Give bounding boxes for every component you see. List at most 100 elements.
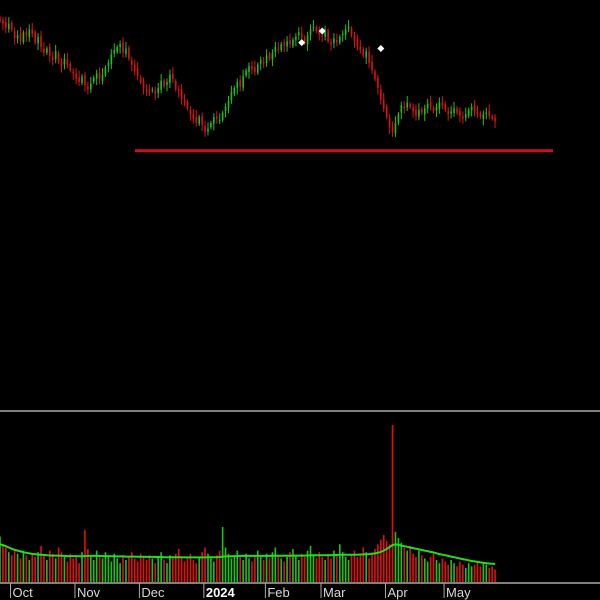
candle-body (110, 54, 113, 64)
volume-bar (297, 560, 300, 582)
candle-body (339, 36, 341, 43)
candle-body (303, 37, 306, 43)
volume-ma-group (0, 543, 496, 566)
volume-bar (374, 549, 376, 582)
volume-bar (227, 553, 230, 582)
candle-body (204, 126, 206, 132)
candle-body (125, 48, 127, 54)
candle-body (274, 47, 277, 53)
candle-body (157, 87, 159, 93)
volume-bar (265, 553, 268, 582)
candle-body (151, 89, 154, 91)
volume-bar (418, 550, 420, 582)
candle-body (385, 106, 388, 118)
candle-body (441, 102, 444, 106)
volume-bar (315, 558, 318, 582)
candle-body (268, 54, 271, 59)
volume-bar (391, 425, 394, 582)
candle-body (306, 35, 309, 45)
candle-body (230, 92, 233, 101)
price-panel (0, 15, 496, 138)
candle-body (22, 32, 25, 43)
volume-bar (362, 547, 365, 582)
volume-bar (57, 547, 60, 582)
volume-bar (210, 558, 212, 582)
volume-bar (327, 553, 329, 582)
volume-bar (423, 558, 426, 582)
volume-bar (371, 553, 373, 582)
candle-body (462, 116, 464, 119)
candle-body (136, 68, 139, 77)
candle-body (280, 44, 283, 50)
time-tick-label: Nov (77, 585, 101, 600)
volume-bar (268, 558, 271, 582)
candle-body (353, 35, 356, 42)
volume-bar (25, 555, 28, 582)
candle-body (426, 103, 429, 109)
volume-bar (177, 549, 180, 582)
signal-marker (298, 39, 306, 47)
volume-bar (347, 560, 350, 582)
candle-body (40, 35, 42, 48)
candle-body (183, 100, 186, 103)
volume-bar (365, 552, 367, 582)
volume-bar (189, 553, 192, 582)
volume-bar (306, 550, 309, 582)
candle-body (488, 110, 491, 116)
volume-bar (136, 561, 139, 582)
volume-bar (415, 556, 417, 582)
signal-marker (318, 27, 326, 35)
candle-body (312, 26, 315, 28)
volume-bar (43, 555, 45, 582)
candle-body (189, 110, 192, 115)
volume-bar (309, 545, 312, 582)
volume-bar (488, 567, 491, 582)
candle-body (333, 38, 335, 44)
volume-bar (63, 556, 66, 582)
candle-body (324, 32, 326, 37)
volume-bar (98, 555, 101, 582)
volume-bar (186, 558, 189, 582)
volume-bar (2, 544, 4, 582)
volume-bar (412, 553, 414, 582)
volume-bar (207, 553, 209, 582)
candle-body (90, 83, 92, 90)
volume-bar (450, 560, 452, 582)
volume-bar (78, 563, 80, 582)
candle-body (10, 22, 13, 30)
candle-body (251, 66, 253, 69)
volume-bar (283, 561, 285, 582)
candle-body (227, 101, 230, 108)
candle-body (374, 71, 376, 80)
candle-body (459, 110, 461, 116)
candle-body (16, 35, 19, 39)
candle-body (438, 102, 441, 109)
candle-body (242, 76, 244, 88)
volume-panel (0, 425, 496, 582)
volume-bar (5, 547, 7, 582)
volume-bar (259, 556, 262, 582)
candle-body (72, 72, 75, 74)
candle-body (429, 102, 432, 107)
volume-bar (66, 561, 69, 582)
candle-body (43, 48, 45, 53)
candle-body (46, 48, 48, 53)
candle-body (421, 108, 423, 113)
volume-bar (54, 558, 57, 582)
candle-body (254, 67, 256, 72)
candle-body (37, 36, 39, 44)
candle-body (2, 20, 4, 24)
candle-body (215, 116, 218, 119)
candle-body (81, 76, 83, 83)
volume-bar (160, 552, 162, 582)
candle-body (289, 40, 291, 45)
candle-body (248, 66, 250, 73)
volume-bar (87, 549, 89, 582)
volume-bar (403, 547, 406, 582)
candle-body (84, 75, 86, 85)
volume-bar (330, 558, 332, 582)
volume-bar (128, 556, 130, 582)
candle-body (473, 105, 476, 112)
volume-bar (426, 561, 429, 582)
candle-body (286, 41, 288, 47)
